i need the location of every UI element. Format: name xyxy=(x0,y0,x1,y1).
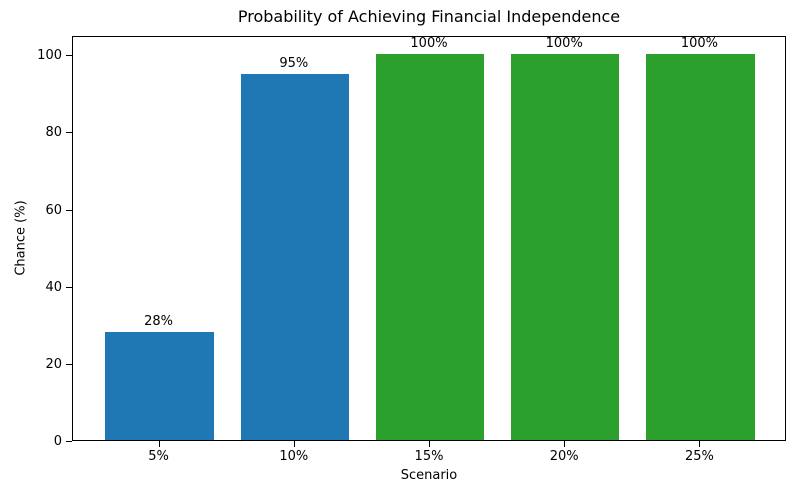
y-tick-label: 0 xyxy=(53,434,62,449)
x-tick-label: 15% xyxy=(414,449,444,464)
y-tick-mark xyxy=(66,363,72,365)
x-tick-label: 10% xyxy=(279,449,309,464)
x-tick-mark xyxy=(158,441,160,447)
y-tick-mark xyxy=(66,286,72,288)
y-tick-label: 40 xyxy=(45,279,62,295)
y-tick-label: 60 xyxy=(45,202,62,218)
bar-20% xyxy=(511,54,620,440)
x-tick-mark xyxy=(564,441,566,447)
y-tick-mark xyxy=(66,441,72,442)
bar-value-label: 95% xyxy=(279,55,309,71)
bar-value-label: 28% xyxy=(144,314,173,329)
y-tick-label: 100 xyxy=(37,48,62,64)
x-tick-label: 25% xyxy=(685,449,714,464)
bar-5% xyxy=(105,332,214,440)
x-tick-mark xyxy=(429,441,430,447)
y-tick-mark xyxy=(66,132,72,134)
bar-value-label: 100% xyxy=(545,36,583,52)
bar-10% xyxy=(240,73,349,440)
x-axis-label: Scenario xyxy=(400,468,458,483)
y-tick-mark xyxy=(66,209,72,211)
bar-value-label: 100% xyxy=(410,36,448,52)
x-tick-mark xyxy=(293,441,295,447)
x-tick-mark xyxy=(699,441,701,447)
y-tick-label: 20 xyxy=(45,356,62,372)
bar-value-label: 100% xyxy=(680,36,719,52)
chart-title: Probability of Achieving Financial Indep… xyxy=(237,7,621,26)
y-tick-mark xyxy=(66,55,72,57)
bar-15% xyxy=(375,54,485,440)
x-tick-label: 5% xyxy=(148,449,169,464)
bar-25% xyxy=(646,54,755,440)
x-tick-label: 20% xyxy=(549,449,579,464)
plot-area xyxy=(72,36,786,441)
y-tick-label: 80 xyxy=(45,125,62,141)
